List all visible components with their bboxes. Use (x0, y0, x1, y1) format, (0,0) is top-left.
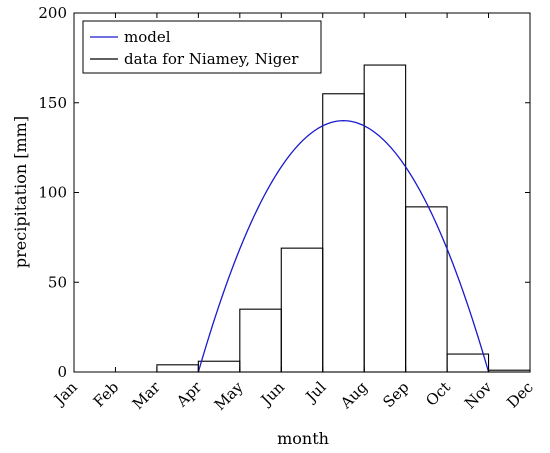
y-tick-label: 100 (38, 184, 67, 202)
x-tick-label-aug: Aug (336, 378, 371, 413)
legend-label-data: data for Niamey, Niger (124, 50, 299, 68)
y-tick-label: 50 (48, 273, 67, 291)
x-tick-label-jun: Jun (256, 378, 288, 410)
x-tick-label-feb: Feb (90, 378, 123, 411)
y-tick-label: 200 (38, 4, 67, 22)
x-tick-label-may: May (211, 378, 247, 414)
x-tick-label-jan: Jan (49, 378, 81, 410)
model-series (197, 120, 490, 373)
y-tick-label: 150 (38, 94, 67, 112)
legend-box (82, 20, 322, 74)
y-tick-label: 0 (57, 363, 67, 381)
model-curve (197, 120, 490, 373)
x-tick-label-dec: Dec (503, 378, 536, 411)
legend-label-model: model (124, 28, 171, 46)
x-tick-label-mar: Mar (129, 378, 165, 414)
x-tick-label-jul: Jul (301, 378, 330, 407)
x-tick-label-sep: Sep (379, 378, 412, 411)
y-axis: 0 50 100 150 200 (38, 4, 530, 381)
x-tick-label-apr: Apr (172, 378, 206, 412)
y-axis-title: precipitation [mm] (11, 116, 30, 268)
legend: model data for Niamey, Niger (82, 20, 322, 74)
x-axis-title: month (277, 429, 329, 448)
x-tick-label-oct: Oct (422, 378, 454, 410)
x-tick-label-nov: Nov (461, 378, 496, 413)
